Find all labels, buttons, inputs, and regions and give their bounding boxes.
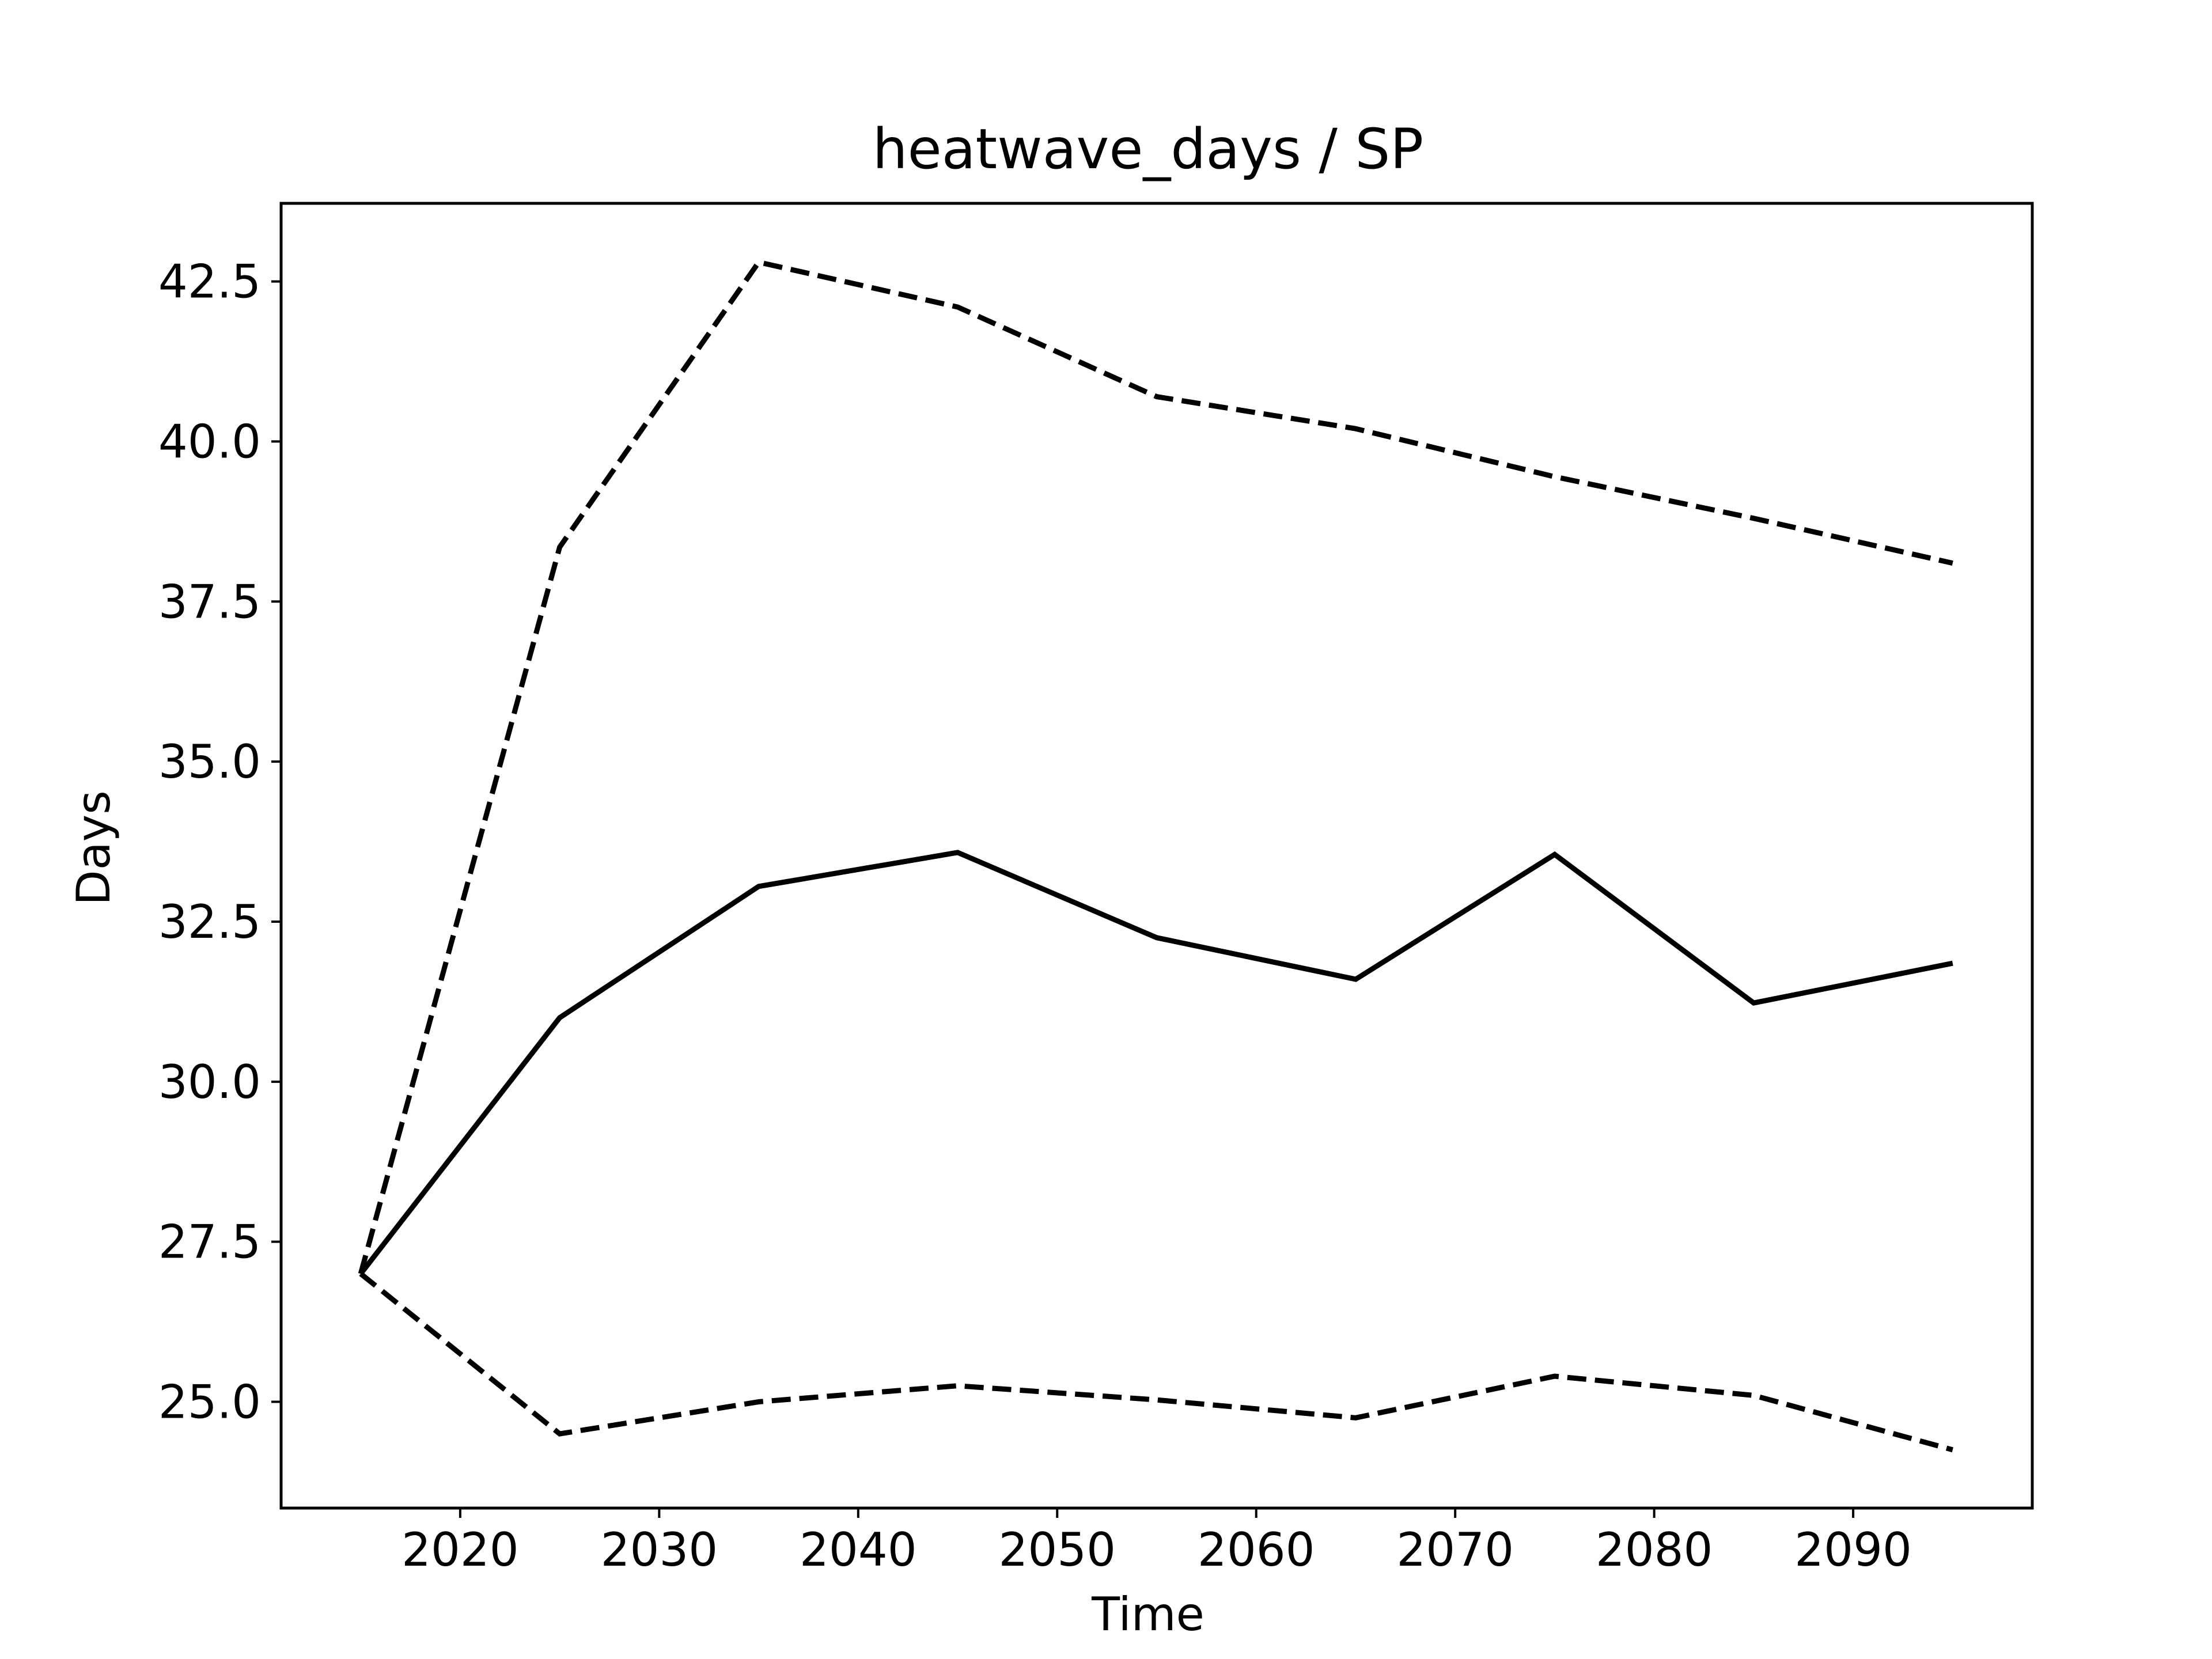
solid-series-line (358, 850, 1953, 1275)
y-tick-label: 27.5 (158, 1215, 261, 1269)
x-tick-label: 2050 (998, 1523, 1116, 1577)
y-tick-label: 40.0 (158, 415, 261, 468)
x-tick-label: 2020 (402, 1523, 519, 1577)
y-tick-label: 32.5 (158, 895, 261, 949)
y-axis-ticks: 25.0 27.5 30.0 32.5 35.0 37.5 40.0 42.5 (158, 255, 281, 1429)
dashed-series-line (358, 259, 1953, 1275)
x-tick-label: 2030 (601, 1523, 718, 1577)
x-axis-label: Time (1091, 1588, 1205, 1641)
y-tick-label: 30.0 (158, 1055, 261, 1109)
axes-frame (279, 202, 2034, 1510)
y-tick-label: 37.5 (158, 575, 261, 628)
y-axis-label: Days (67, 790, 120, 906)
y-tick-label: 35.0 (158, 735, 261, 789)
chart-title: heatwave_days / SP (873, 117, 1423, 181)
series-layer (358, 259, 1953, 1453)
dashed-series-line (359, 1271, 1953, 1453)
x-tick-label: 2060 (1198, 1523, 1315, 1577)
x-tick-label: 2070 (1396, 1523, 1514, 1577)
x-tick-label: 2090 (1794, 1523, 1912, 1577)
x-tick-label: 2040 (800, 1523, 917, 1577)
x-axis-ticks: 2020 2030 2040 2050 2060 2070 2080 2090 (402, 1508, 1912, 1577)
x-tick-label: 2080 (1596, 1523, 1713, 1577)
y-tick-label: 25.0 (158, 1376, 261, 1429)
y-tick-label: 42.5 (158, 255, 261, 309)
